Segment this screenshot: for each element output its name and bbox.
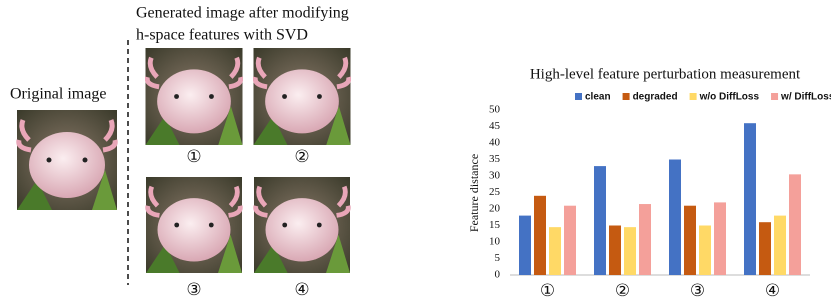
legend-label: clean [585,92,611,103]
legend-swatch [690,93,697,100]
caption-line: h-space features with SVD [136,27,308,44]
left-panel: Original image Generated image after mod… [10,5,351,299]
y-tick-label: 10 [489,236,501,248]
bar [624,227,636,275]
bar [564,206,576,275]
legend-swatch [623,93,630,100]
y-tick-label: 45 [489,120,501,132]
bar [594,166,606,275]
y-tick-label: 5 [495,252,501,264]
y-tick-label: 25 [489,186,501,198]
figure: Original image Generated image after mod… [0,0,831,303]
y-tick-label: 0 [495,269,501,281]
legend-label: degraded [633,92,678,103]
legend-label: w/ DiffLoss [780,92,831,103]
x-tick-label: ① [540,281,555,300]
variant-label: ③ [186,280,201,299]
bar [534,196,546,275]
bar [609,226,621,276]
variant-label: ④ [294,280,309,299]
y-tick-label: 30 [489,170,501,182]
generated-image [254,48,351,145]
bar [714,202,726,275]
bar [789,174,801,275]
y-tick-label: 40 [489,137,501,149]
original-label: Original image [10,86,106,103]
original-image [17,110,117,210]
bar [774,216,786,275]
legend-swatch [575,93,582,100]
bar [639,204,651,275]
y-axis-label: Feature distance [467,154,481,232]
y-tick-label: 20 [489,203,501,215]
bar [699,226,711,276]
y-tick-label: 50 [489,104,501,116]
x-tick-label: ② [615,281,630,300]
x-tick-label: ③ [690,281,705,300]
legend-label: w/o DiffLoss [699,92,760,103]
variant-label: ② [294,147,309,166]
y-tick-label: 35 [489,153,501,165]
variant-label: ① [186,147,201,166]
y-tick-label: 15 [489,219,501,231]
generated-image [146,48,243,145]
bar [684,206,696,275]
bar [549,227,561,275]
generated-image [254,177,350,273]
chart: High-level feature perturbation measurem… [467,66,831,299]
legend-swatch [771,93,778,100]
bar [519,216,531,275]
bar [669,160,681,276]
bar [744,123,756,275]
generated-image [146,177,242,273]
bar [759,222,771,275]
caption-line: Generated image after modifying [136,5,349,22]
x-tick-label: ④ [765,281,780,300]
chart-title: High-level feature perturbation measurem… [530,66,801,82]
